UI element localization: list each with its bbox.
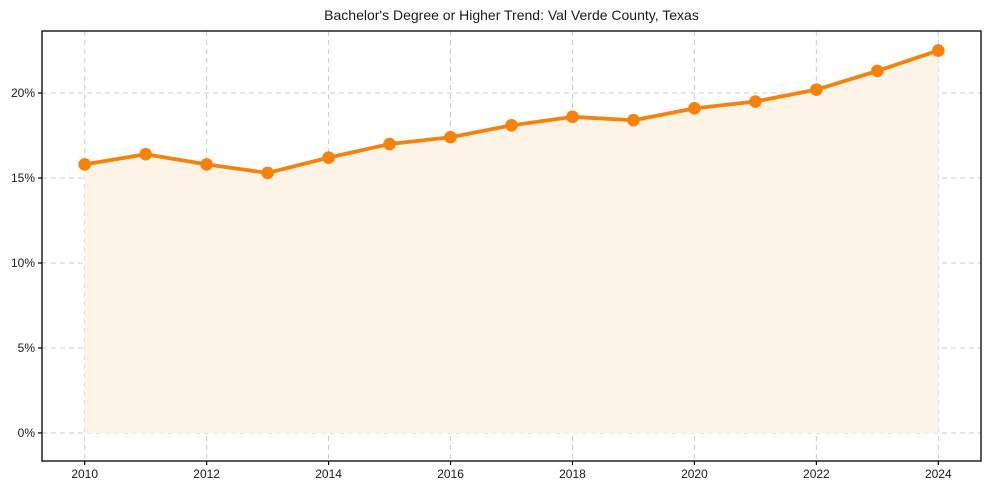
data-point-marker [505, 119, 518, 132]
data-point-marker [871, 64, 884, 78]
data-point-marker [139, 147, 152, 161]
x-axis-tick-label: 2014 [315, 467, 342, 481]
data-point-marker [383, 137, 396, 151]
x-axis-tick-label: 2012 [193, 467, 220, 481]
x-axis-tick-label: 2016 [437, 467, 464, 481]
x-axis-tick-label: 2010 [71, 467, 98, 481]
y-axis-tick-label: 0% [18, 426, 36, 440]
x-axis-tick-label: 2022 [803, 467, 830, 481]
chart-title: Bachelor's Degree or Higher Trend: Val V… [324, 7, 699, 23]
data-point-marker [810, 83, 823, 96]
x-axis-tick-label: 2020 [681, 467, 708, 481]
data-point-marker [444, 130, 457, 144]
data-point-marker [200, 158, 213, 171]
data-point-marker [932, 44, 945, 57]
y-axis-tick-label: 15% [11, 171, 35, 185]
area-fill [84, 50, 939, 433]
data-point-marker [322, 151, 335, 164]
y-axis-tick-label: 20% [11, 86, 35, 100]
axes-spines [41, 30, 982, 462]
y-axis-tick-label: 5% [18, 341, 36, 355]
data-point-marker [78, 158, 91, 171]
data-point-marker [261, 166, 274, 180]
y-axis-tick-label: 10% [11, 256, 35, 270]
data-point-marker [627, 113, 640, 127]
x-axis-tick-label: 2018 [559, 467, 586, 481]
data-point-marker [688, 102, 701, 115]
data-point-marker [749, 95, 762, 108]
data-point-marker [566, 110, 579, 124]
x-axis-tick-label: 2024 [925, 467, 952, 481]
